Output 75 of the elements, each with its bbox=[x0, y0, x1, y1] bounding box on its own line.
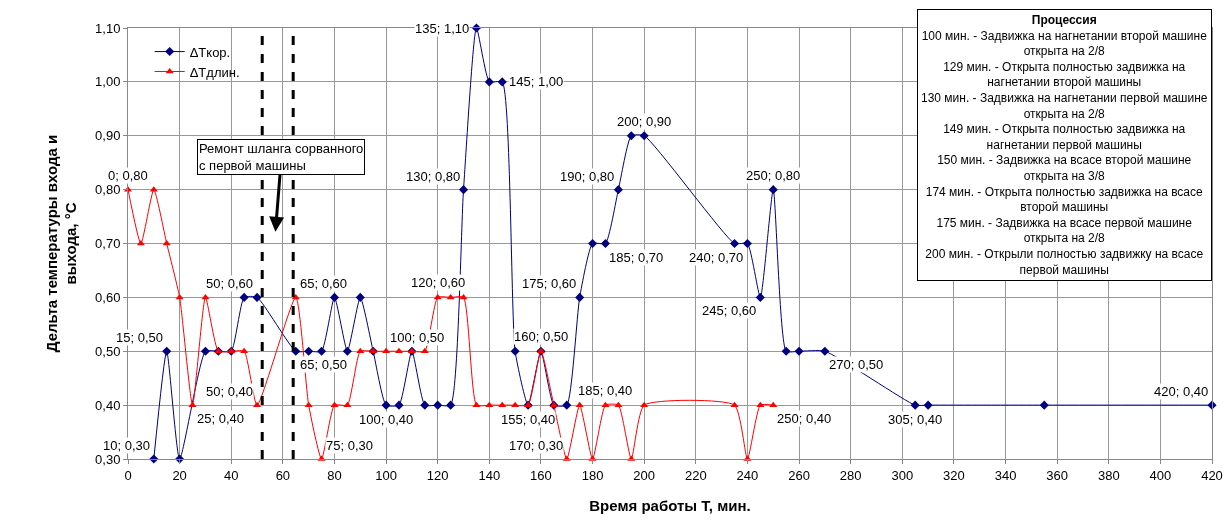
text: Процессия bbox=[1031, 13, 1097, 27]
x-tick-label: 380 bbox=[1097, 467, 1120, 483]
y-tick-label: 1,00 bbox=[95, 74, 121, 90]
data-label: 155; 0,40 bbox=[501, 412, 556, 427]
data-label: 420; 0,40 bbox=[1154, 384, 1209, 399]
x-tick-label: 420 bbox=[1201, 467, 1223, 483]
x-tick-label: 160 bbox=[530, 467, 552, 483]
x-tick-label: 20 bbox=[172, 467, 187, 483]
x-tick-label: 0 bbox=[124, 467, 132, 483]
x-tick-label: 180 bbox=[581, 467, 604, 483]
x-tick-label: 260 bbox=[788, 467, 810, 483]
annotation: 100 мин. - Задвижка на нагнетании второй машине открыта на 2/8 bbox=[921, 28, 1208, 59]
data-label: 25; 0,40 bbox=[197, 411, 244, 426]
data-label: 190; 0,80 bbox=[560, 169, 615, 184]
data-label: 170; 0,30 bbox=[509, 438, 564, 453]
x-tick-label: 220 bbox=[684, 467, 707, 483]
x-tick-label: 240 bbox=[736, 467, 759, 483]
legend-label: ΔTкор. bbox=[189, 44, 231, 60]
y-tick-label: 0,30 bbox=[95, 451, 121, 467]
x-tick-label: 140 bbox=[478, 467, 501, 483]
data-label: 0; 0,80 bbox=[108, 168, 148, 183]
x-tick-label: 360 bbox=[1046, 467, 1068, 483]
x-axis-title: Время работы T, мин. bbox=[589, 496, 751, 514]
data-label: 200; 0,90 bbox=[617, 114, 672, 129]
y-tick-label: 0,90 bbox=[95, 128, 121, 144]
y-tick-label: 0,40 bbox=[95, 397, 121, 413]
data-label: 250; 0,40 bbox=[777, 411, 832, 426]
data-label: 175; 0,60 bbox=[522, 276, 577, 291]
annotation: 129 мин. - Открыта полностью задвижка на нагнетании второй машины bbox=[943, 59, 1186, 90]
data-label: 160; 0,50 bbox=[514, 329, 569, 344]
x-tick-label: 300 bbox=[891, 467, 914, 483]
annotation: Ремонт шланга сорванного с первой машины bbox=[199, 141, 364, 173]
x-tick-label: 40 bbox=[224, 467, 239, 483]
x-tick-label: 320 bbox=[943, 467, 965, 483]
legend-label: ΔTдлин. bbox=[189, 64, 240, 80]
y-tick-label: 0,50 bbox=[95, 343, 121, 359]
annotation: 200 мин. - Открыли полностью задвижку на всасе первой машины bbox=[925, 247, 1204, 277]
y-tick-label: 0,80 bbox=[95, 182, 121, 198]
data-label: 270; 0,50 bbox=[829, 357, 884, 372]
y-tick-label: 1,10 bbox=[95, 20, 121, 36]
data-label: 135; 1,10 bbox=[415, 21, 470, 36]
data-label: 130; 0,80 bbox=[406, 169, 461, 184]
y-axis-title: Дельта температуры входа и выхода, °С bbox=[42, 134, 80, 353]
data-label: 50; 0,40 bbox=[206, 384, 253, 399]
data-label: 245; 0,60 bbox=[702, 303, 757, 318]
annotation: 174 мин. - Открыта полностью задвижка на всасе второй машины bbox=[925, 184, 1204, 215]
data-label: 100; 0,40 bbox=[359, 412, 414, 427]
y-tick-label: 0,70 bbox=[95, 236, 121, 252]
data-label: 15; 0,50 bbox=[116, 330, 163, 345]
data-label: 185; 0,40 bbox=[578, 383, 633, 398]
annotation: 130 мин. - Задвижка на нагнетании первой машине открыта на 2/8 bbox=[921, 91, 1208, 121]
x-tick-label: 280 bbox=[839, 467, 862, 483]
x-tick-label: 400 bbox=[1149, 467, 1172, 483]
data-label: 240; 0,70 bbox=[689, 250, 744, 265]
data-label: 305; 0,40 bbox=[888, 412, 943, 427]
data-label: 100; 0,50 bbox=[390, 330, 445, 345]
data-label: 145; 1,00 bbox=[509, 74, 564, 89]
annotation: 150 мин. - Задвижка на всасе второй машине открыта на 3/8 bbox=[937, 153, 1192, 183]
y-tick-label: 0,60 bbox=[95, 289, 121, 305]
data-label: 185; 0,70 bbox=[609, 250, 664, 265]
data-label: 75; 0,30 bbox=[326, 438, 373, 453]
x-tick-label: 60 bbox=[275, 467, 291, 483]
annotation: 175 мин. - Задвижка на всасе первой машине открыта на 2/8 bbox=[936, 215, 1193, 246]
x-tick-label: 340 bbox=[994, 467, 1017, 483]
data-label: 65; 0,50 bbox=[300, 357, 347, 372]
data-label: 65; 0,60 bbox=[300, 276, 347, 291]
data-label: 50; 0,60 bbox=[206, 276, 253, 291]
annotation: 149 мин. - Открыта полностью задвижка на нагнетании первой машины bbox=[943, 122, 1186, 152]
x-tick-label: 200 bbox=[633, 467, 656, 483]
data-label: 250; 0,80 bbox=[746, 168, 801, 183]
data-label: 120; 0,60 bbox=[411, 275, 466, 290]
x-tick-label: 80 bbox=[327, 467, 342, 483]
data-label: 10; 0,30 bbox=[103, 438, 150, 453]
x-tick-label: 120 bbox=[426, 467, 449, 483]
x-tick-label: 100 bbox=[375, 467, 397, 483]
